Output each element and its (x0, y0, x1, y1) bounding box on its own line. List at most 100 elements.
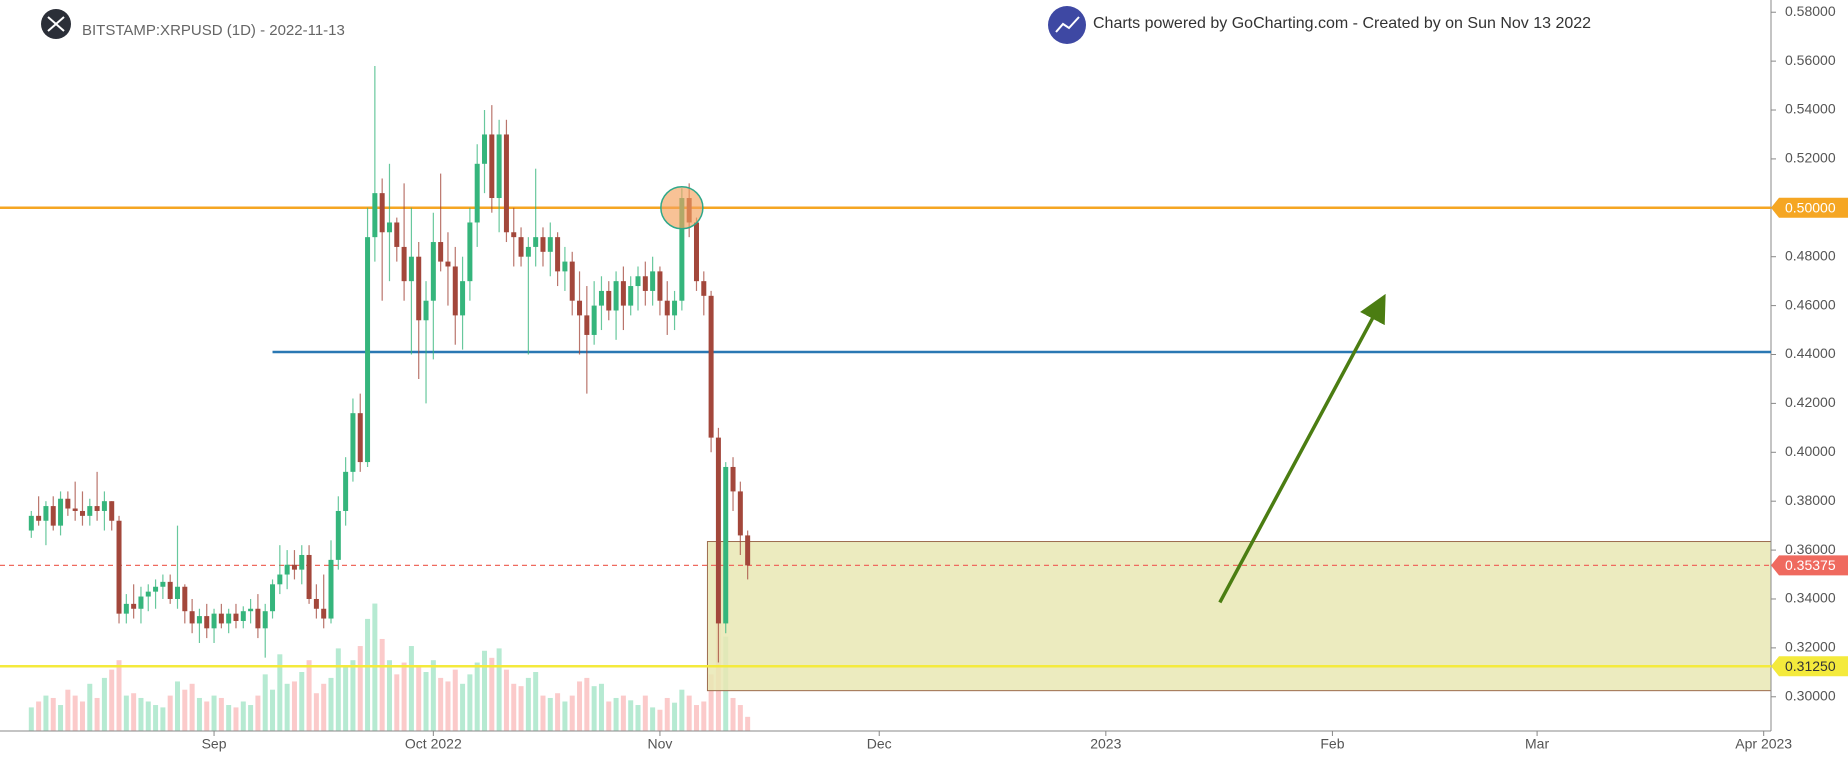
volume-bar (569, 695, 575, 731)
volume-bar (175, 681, 181, 731)
candle-body (65, 498, 71, 509)
volume-bar (606, 701, 612, 731)
price-label-box (1771, 197, 1848, 218)
candle-body (175, 586, 181, 599)
volume-bar (182, 689, 188, 731)
volume-bar (211, 695, 217, 731)
y-tick-label: 0.46000 (1785, 296, 1836, 312)
y-tick-label: 0.58000 (1785, 3, 1836, 19)
candle-body (584, 315, 590, 335)
volume-bar (562, 701, 568, 731)
volume-bar (28, 707, 34, 731)
volume-bar (240, 701, 246, 731)
volume-bar (584, 677, 590, 731)
candle-body (569, 261, 575, 301)
x-tick-label: Mar (1525, 736, 1549, 752)
volume-bar (445, 681, 451, 731)
volume-bar (43, 695, 49, 731)
volume-bar (489, 657, 495, 731)
credit: Charts powered by GoCharting.com - Creat… (1093, 15, 1591, 32)
y-tick-label: 0.42000 (1785, 394, 1836, 410)
volume-bar (94, 697, 100, 731)
candle-body (657, 271, 663, 301)
x-tick-label: Oct 2022 (405, 736, 462, 752)
candle-body (635, 276, 641, 287)
volume-bar (189, 683, 195, 731)
candle-body (218, 613, 224, 624)
candle-body (291, 564, 297, 570)
volume-bar (686, 695, 692, 731)
volume-bar (547, 697, 553, 731)
volume-bar (357, 646, 363, 731)
candle-body (153, 586, 159, 592)
y-tick-label: 0.38000 (1785, 492, 1836, 508)
candle-body (36, 515, 42, 521)
volume-bar (401, 662, 407, 731)
volume-bar (511, 683, 517, 731)
candle-body (438, 242, 444, 262)
volume-bar (591, 686, 597, 731)
candle-body (496, 134, 502, 199)
candle-body (226, 613, 232, 624)
volume-bar (72, 695, 78, 731)
candle-body (248, 608, 254, 612)
candle-body (101, 501, 107, 511)
candle-body (620, 281, 626, 306)
volume-bar (233, 707, 239, 731)
candle-body (350, 413, 356, 472)
volume-bar (131, 693, 137, 731)
candle-body (189, 611, 195, 624)
candle-body (306, 554, 312, 599)
candle-body (255, 608, 261, 629)
candle-body (679, 198, 685, 301)
price-label-box (1771, 656, 1848, 677)
candle-body (737, 491, 743, 536)
gocharting-logo (1048, 6, 1086, 44)
candle-body (28, 515, 34, 531)
price-label-box (1771, 555, 1848, 576)
chart-title: BITSTAMP:XRPUSD (1D) - 2022-11-13 (82, 22, 345, 39)
trend-arrow (1218, 293, 1386, 604)
candle-body (430, 242, 436, 301)
y-tick-label: 0.34000 (1785, 590, 1836, 606)
volume-bar (109, 669, 115, 731)
gocharting-logo-mark (1055, 16, 1080, 33)
volume-bar (408, 646, 414, 731)
volume-bar (87, 683, 93, 731)
candle-body (313, 598, 319, 609)
volume-bar (321, 683, 327, 731)
volume-bar (503, 669, 509, 731)
candle-body (211, 613, 217, 629)
volume-bar (460, 683, 466, 731)
candle-body (182, 586, 188, 612)
candle-body (357, 413, 363, 463)
volume-bar (196, 697, 202, 731)
volume-bar (153, 705, 159, 731)
volume-bar (218, 697, 224, 731)
candle-body (562, 261, 568, 272)
candle-body (723, 466, 729, 624)
candle-body (72, 508, 78, 511)
candle-body (408, 256, 414, 282)
exchange-logo-mark (47, 16, 65, 32)
candle-body (482, 134, 488, 164)
candle-body (204, 616, 210, 629)
candle-body (540, 237, 546, 252)
x-tick-label: Nov (647, 736, 672, 752)
candle-body (145, 591, 151, 597)
candle-body (299, 554, 305, 570)
volume-bar (291, 681, 297, 731)
candle-body (503, 134, 509, 233)
y-tick-label: 0.30000 (1785, 687, 1836, 703)
price-label: 0.50000 (1785, 200, 1836, 216)
candle-body (423, 300, 429, 321)
candle-body (628, 286, 634, 306)
candle-body (277, 574, 283, 585)
volume-bar (350, 660, 356, 731)
volume-bar (540, 695, 546, 731)
x-tick-label: Sep (202, 736, 227, 752)
candle-body (489, 134, 495, 199)
candle-body (270, 584, 276, 612)
volume-bar (343, 666, 349, 731)
